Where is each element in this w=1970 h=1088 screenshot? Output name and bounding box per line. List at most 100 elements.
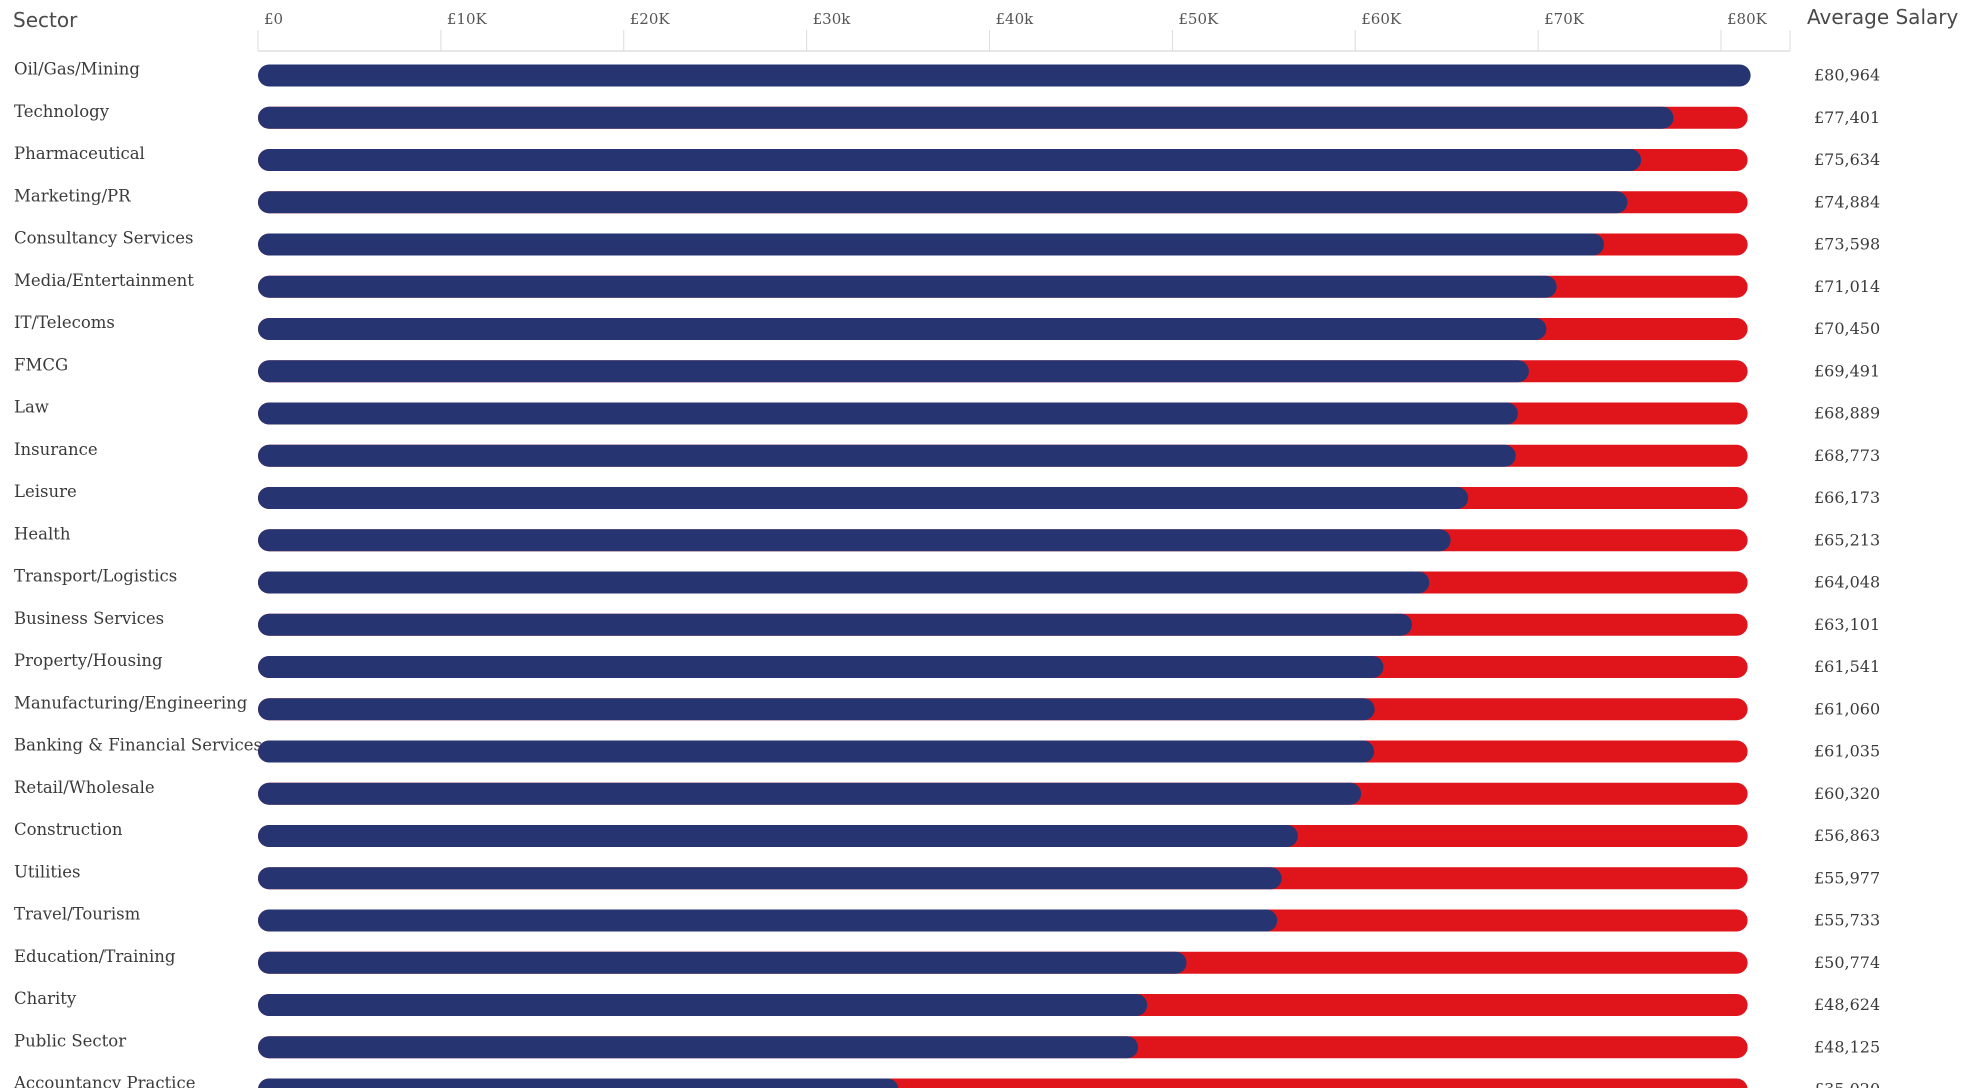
grid-lines (257, 30, 1791, 52)
bar-salary (258, 487, 1469, 509)
bar-row: Health £65,213 (14, 524, 1880, 552)
sector-label: FMCG (14, 355, 68, 374)
sector-label: Marketing/PR (14, 186, 131, 205)
x-tick-label: £20K (630, 10, 671, 28)
sector-label: Charity (14, 989, 77, 1008)
value-label: £48,125 (1814, 1037, 1880, 1056)
bar-row: Law £68,889 (14, 398, 1880, 425)
bar-salary (258, 1078, 899, 1088)
bar-row: Technology £77,401 (14, 102, 1880, 129)
value-label: £69,491 (1814, 361, 1880, 380)
sector-header: Sector (13, 8, 78, 32)
bar-salary (258, 64, 1751, 87)
sector-label: Property/Housing (14, 651, 163, 670)
sector-label: IT/Telecoms (14, 313, 115, 332)
bar-row: FMCG £69,491 (14, 355, 1880, 383)
bar-salary (258, 740, 1375, 763)
bar-row: Retail/Wholesale £60,320 (14, 778, 1880, 805)
bar-salary (258, 867, 1282, 890)
value-label: £68,889 (1814, 404, 1880, 423)
sector-label: Transport/Logistics (14, 567, 177, 586)
average-salary-header: Average Salary (1807, 5, 1958, 29)
sector-label: Insurance (14, 440, 98, 459)
bar-salary (258, 782, 1362, 805)
sector-label: Law (14, 398, 49, 417)
value-label: £70,450 (1814, 319, 1880, 338)
bar-salary (258, 106, 1674, 129)
bar-salary (258, 994, 1148, 1016)
bar-row: Media/Entertainment £71,014 (14, 271, 1880, 298)
value-label: £56,863 (1814, 826, 1880, 845)
x-tick-label: £10K (447, 10, 488, 28)
bar-row: IT/Telecoms £70,450 (14, 313, 1880, 340)
x-axis-ticks: £0 £10K £20K £30k £40k £50K £60K £70K £80K (264, 10, 1768, 28)
bar-salary (258, 360, 1529, 383)
value-label: £50,774 (1814, 953, 1880, 972)
bar-salary (258, 613, 1412, 636)
bar-row: Transport/Logistics £64,048 (14, 567, 1880, 594)
value-label: £75,634 (1814, 150, 1880, 169)
bar-salary (258, 1036, 1139, 1059)
sector-label: Pharmaceutical (14, 144, 145, 163)
bar-salary (258, 402, 1518, 425)
sector-label: Technology (14, 102, 110, 121)
bar-salary (258, 656, 1384, 678)
bar-row: Marketing/PR £74,884 (14, 186, 1880, 214)
bar-salary (258, 191, 1628, 214)
x-tick-label: £60K (1361, 10, 1402, 28)
bar-row: Manufacturing/Engineering £61,060 (14, 693, 1880, 721)
bar-row: Oil/Gas/Mining £80,964 (14, 60, 1880, 87)
bar-salary (258, 275, 1557, 298)
bar-row: Construction £56,863 (14, 820, 1880, 847)
bar-row: Insurance £68,773 (14, 440, 1880, 467)
value-label: £48,624 (1814, 995, 1880, 1014)
bar-row: Charity £48,624 (14, 989, 1880, 1016)
sector-label: Accountancy Practice (13, 1074, 195, 1088)
bar-row: Education/Training £50,774 (14, 947, 1880, 974)
bar-row: Accountancy Practice £35,020 (13, 1074, 1880, 1088)
bar-salary (258, 444, 1516, 467)
sector-label: Travel/Tourism (14, 905, 141, 924)
value-label: £64,048 (1814, 573, 1880, 592)
value-label: £80,964 (1814, 66, 1880, 85)
bar-row: Banking & Financial Services £61,035 (14, 736, 1880, 763)
value-label: £68,773 (1814, 446, 1880, 465)
value-label: £65,213 (1814, 530, 1880, 549)
bar-salary (258, 571, 1430, 594)
bar-salary (258, 951, 1187, 974)
sector-label: Construction (14, 820, 123, 839)
sector-label: Manufacturing/Engineering (14, 693, 248, 712)
bar-row: Pharmaceutical £75,634 (14, 144, 1880, 171)
sector-label: Banking & Financial Services (14, 736, 262, 755)
bar-row: Consultancy Services £73,598 (14, 229, 1880, 256)
bar-salary (258, 698, 1375, 721)
bar-row: Utilities £55,977 (14, 862, 1880, 890)
bar-salary (258, 909, 1278, 932)
x-tick-label: £80K (1727, 10, 1768, 28)
value-label: £60,320 (1814, 784, 1880, 803)
value-label: £73,598 (1814, 235, 1880, 254)
bar-salary (258, 318, 1547, 340)
bar-row: Leisure £66,173 (14, 482, 1880, 509)
sector-label: Utilities (14, 862, 81, 881)
x-tick-label: £40k (996, 10, 1035, 28)
value-label: £63,101 (1814, 615, 1880, 634)
sector-label: Education/Training (14, 947, 176, 966)
sector-label: Health (14, 524, 71, 543)
sector-label: Business Services (14, 609, 164, 628)
value-label: £61,060 (1814, 699, 1880, 718)
sector-label: Media/Entertainment (14, 271, 194, 290)
x-tick-label: £0 (264, 10, 283, 28)
bar-salary (258, 825, 1298, 847)
bar-salary (258, 149, 1642, 171)
value-label: £71,014 (1814, 277, 1880, 296)
bar-row: Public Sector £48,125 (14, 1031, 1880, 1059)
value-label: £61,541 (1814, 657, 1880, 676)
value-label: £66,173 (1814, 488, 1880, 507)
value-label: £77,401 (1814, 108, 1880, 127)
bar-row: Travel/Tourism £55,733 (14, 905, 1880, 932)
bar-row: Property/Housing £61,541 (14, 651, 1880, 678)
value-label: £35,020 (1814, 1080, 1880, 1088)
x-tick-label: £50K (1178, 10, 1219, 28)
